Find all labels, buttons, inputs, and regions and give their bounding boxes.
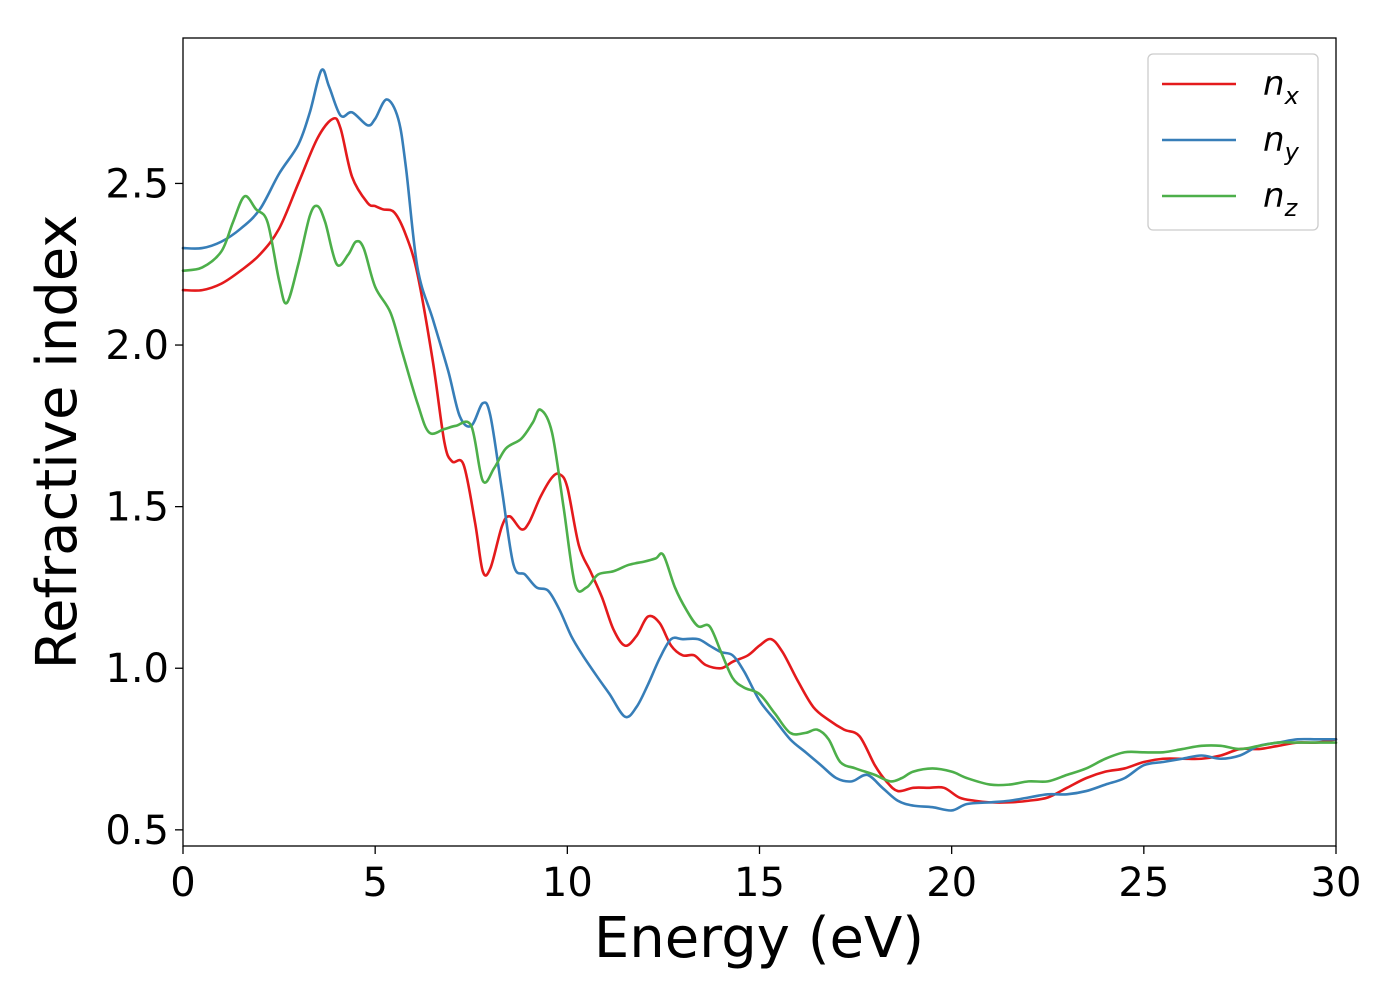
series-line-nx	[181, 116, 1338, 804]
y-tick-label: 2.0	[105, 323, 169, 369]
x-tick-label: 15	[734, 860, 785, 906]
series-layer	[181, 68, 1338, 812]
legend-label-ny: ny	[1263, 120, 1300, 166]
legend-subscript: z	[1284, 194, 1299, 222]
legend-frame	[1147, 53, 1319, 231]
x-tick-label: 10	[542, 860, 593, 906]
x-tick-label: 30	[1311, 860, 1362, 906]
y-tick-label: 1.5	[105, 485, 169, 531]
x-axis: 0 5 10 15 20 25 30	[170, 846, 1361, 906]
y-tick-label: 2.5	[105, 161, 169, 207]
legend-subscript: y	[1284, 138, 1300, 166]
legend-subscript: x	[1284, 82, 1300, 110]
legend-label-nx: nx	[1263, 64, 1300, 110]
series-line-ny	[181, 68, 1338, 812]
x-tick-label: 20	[926, 860, 977, 906]
y-tick-label: 1.0	[105, 646, 169, 692]
y-axis: 0.5 1.0 1.5 2.0 2.5	[105, 161, 183, 854]
y-axis-label: Refractive index	[25, 215, 90, 670]
series-line-nz	[181, 194, 1338, 787]
y-tick-label: 0.5	[105, 808, 169, 854]
x-axis-label: Energy (eV)	[594, 906, 924, 971]
x-tick-label: 0	[170, 860, 195, 906]
x-tick-label: 25	[1118, 860, 1169, 906]
x-tick-label: 5	[362, 860, 387, 906]
